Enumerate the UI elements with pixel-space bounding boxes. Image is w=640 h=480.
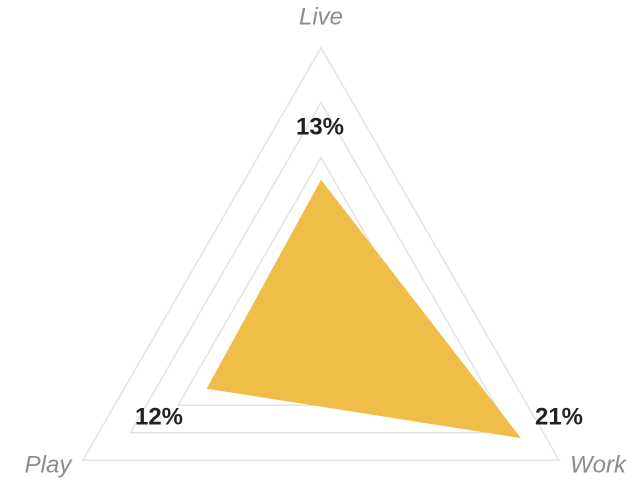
axis-label: Work — [570, 451, 628, 478]
data-label: 13% — [296, 113, 344, 140]
grid-line — [81, 46, 561, 461]
grid-line — [129, 101, 513, 434]
axis-label: Live — [299, 3, 343, 30]
data-label: 21% — [535, 403, 583, 430]
radar-area — [206, 179, 522, 439]
axis-label: Play — [25, 451, 74, 478]
data-label: 12% — [135, 403, 183, 430]
